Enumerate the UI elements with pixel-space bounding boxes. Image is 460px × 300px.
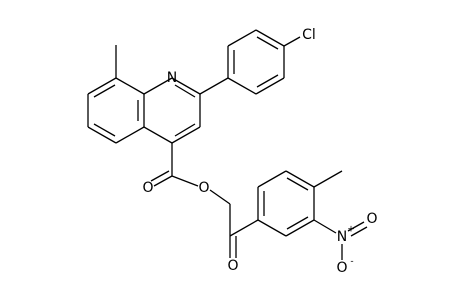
atom-label: O (336, 260, 347, 276)
atom-label: N (167, 70, 177, 86)
atom-label: O (198, 180, 209, 196)
atom-label: Cl (302, 27, 316, 43)
bonds (87, 29, 368, 260)
charge-label: + (347, 225, 355, 235)
atom-label: N (337, 229, 347, 245)
atom-label: O (142, 180, 153, 196)
charge-label: - (350, 257, 353, 267)
atom-label: O (227, 258, 238, 274)
atom-labels: N Cl O O O N + O O - (142, 27, 377, 276)
atom-label: O (366, 211, 377, 227)
